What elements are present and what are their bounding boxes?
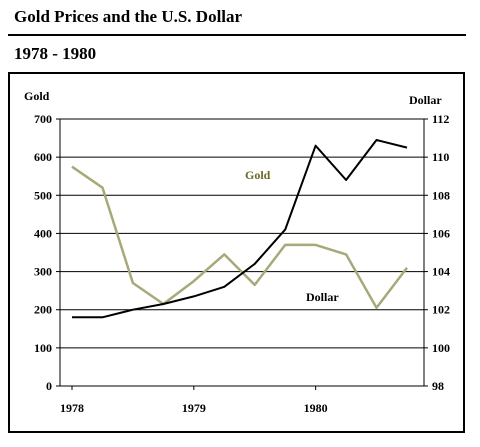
x-tick-label: 1978 [60,401,84,415]
dollar-series-label: Dollar [306,290,339,304]
tick-layer: 0 100 200 300 400 500 600 700 98 100 102 104 106 108 1… [34,112,450,415]
y-right-tick-label: 102 [432,303,450,317]
y-left-tick-label: 200 [34,303,52,317]
y-left-tick-label: 300 [34,265,52,279]
y-right-tick-label: 98 [432,379,444,393]
y-right-axis-label: Dollar [409,93,442,107]
series-layer [71,139,408,319]
y-right-tick-label: 104 [432,265,450,279]
y-left-tick-label: 500 [34,188,52,202]
y-right-tick-label: 100 [432,341,450,355]
y-left-axis-label: Gold [24,89,50,103]
y-right-tick-label: 106 [432,226,450,240]
y-right-tick-label: 112 [432,112,449,126]
y-right-tick-label: 108 [432,188,450,202]
title-divider [8,34,466,36]
y-left-tick-label: 100 [34,341,52,355]
plot-area [59,118,425,387]
y-left-tick-label: 700 [34,112,52,126]
chart-title: Gold Prices and the U.S. Dollar [14,7,243,26]
y-left-tick-label: 600 [34,150,52,164]
chart-frame [8,72,465,433]
chart-subtitle: 1978 - 1980 [14,44,97,63]
gold-series-label: Gold [245,168,271,182]
y-right-tick-label: 110 [432,150,449,164]
y-left-tick-label: 400 [34,226,52,240]
gold-series-line [72,139,408,319]
grid-layer [60,156,424,349]
dollar-series-line [71,165,408,310]
x-tick-label: 1980 [304,401,328,415]
y-left-tick-label: 0 [46,379,52,393]
x-tick-label: 1979 [182,401,206,415]
